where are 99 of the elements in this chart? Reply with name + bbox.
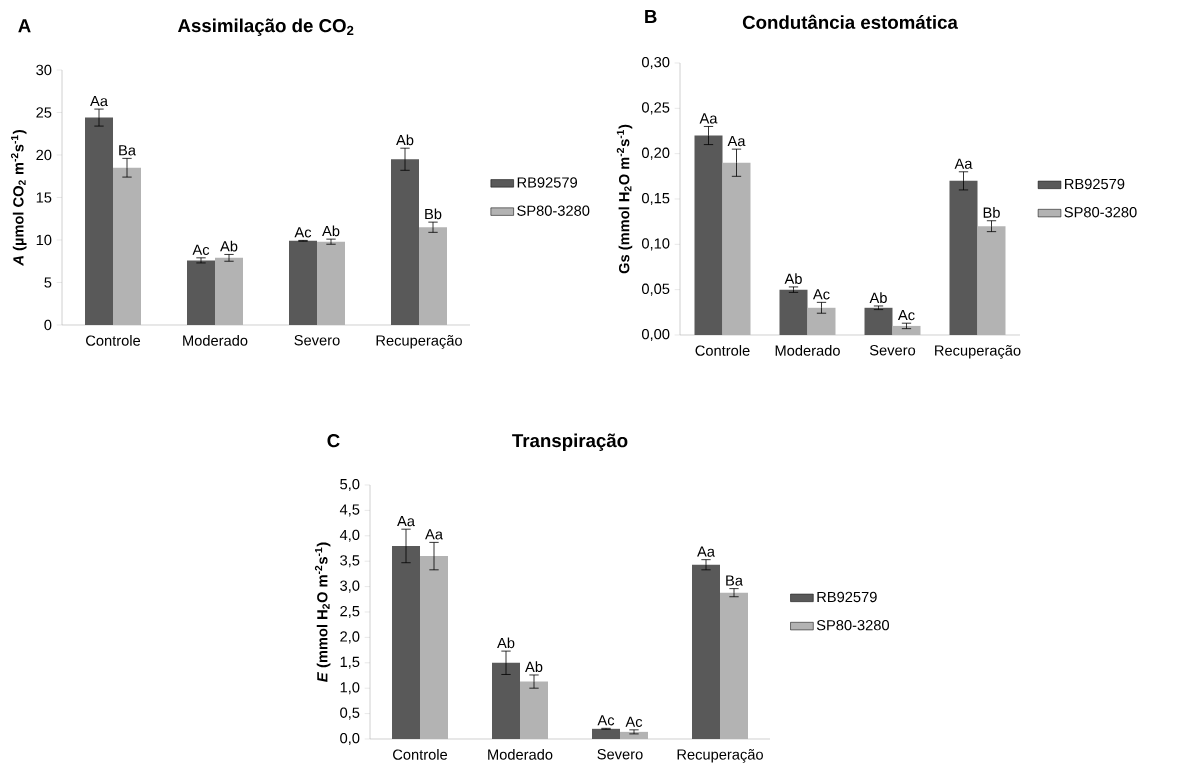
annotation: Ab xyxy=(220,240,238,252)
bar xyxy=(317,241,346,325)
y-tick-label: 30 xyxy=(36,64,52,76)
y-axis-title: E (mmol H$_{2}$O m$^{-2}$s$^{-1}$) xyxy=(314,542,331,682)
chart-title: Transpiração xyxy=(512,433,628,451)
bar xyxy=(722,162,751,335)
bar xyxy=(692,564,720,739)
x-tick-label: Moderado xyxy=(183,335,248,346)
y-tick-label: 15 xyxy=(36,192,52,203)
bar xyxy=(694,135,723,335)
x-tick-label: Severo xyxy=(597,749,643,760)
annotation: Aa xyxy=(954,158,973,169)
x-tick-label: Recuperação xyxy=(935,345,1021,359)
text: A xyxy=(18,19,31,33)
bar xyxy=(949,180,978,335)
bar xyxy=(420,556,449,739)
y-tick-label: 2,5 xyxy=(340,605,360,619)
bar xyxy=(492,662,520,739)
y-tick-label: 2,0 xyxy=(340,631,360,644)
annotation: Aa xyxy=(699,113,718,124)
y-tick-label: 0,05 xyxy=(641,283,670,296)
bar xyxy=(779,289,808,335)
legend-label: SP80-3280 xyxy=(1064,207,1137,218)
text: B xyxy=(645,10,657,23)
annotation: Bb xyxy=(983,207,1000,218)
bar xyxy=(85,117,114,325)
bar xyxy=(392,545,421,739)
y-tick-label: 0,25 xyxy=(641,102,670,115)
annotation: Ac xyxy=(625,716,643,727)
bar xyxy=(215,257,244,325)
legend-label: SP80-3280 xyxy=(517,205,590,216)
y-tick-label: 4,5 xyxy=(339,504,360,517)
annotation: Bb xyxy=(425,208,442,220)
chart-title: Condutância estomática xyxy=(742,14,958,29)
annotation: Ab xyxy=(396,134,414,146)
bar xyxy=(289,240,318,325)
x-tick-label: Controle xyxy=(393,749,448,760)
chart-title: Assimilação de CO$_{2}$ xyxy=(177,18,354,36)
y-tick-label: 0 xyxy=(44,319,52,331)
y-tick-label: 5 xyxy=(44,277,52,288)
y-tick-label: 4,0 xyxy=(339,529,360,542)
y-tick-label: 5,0 xyxy=(340,478,360,492)
annotation: Ba xyxy=(726,575,743,586)
legend-label: SP80-3280 xyxy=(816,620,890,631)
annotation: Aa xyxy=(397,516,415,527)
annotation: Ab xyxy=(869,292,887,304)
y-tick-label: 1,5 xyxy=(340,656,360,669)
annotation: Aa xyxy=(697,546,715,557)
y-tick-label: 3,0 xyxy=(340,580,360,593)
legend-label: RB92579 xyxy=(1065,178,1125,190)
annotation: Ab xyxy=(322,225,340,237)
y-tick-label: 0,00 xyxy=(641,328,670,342)
bar xyxy=(592,728,621,739)
annotation: Ab xyxy=(497,637,515,649)
y-tick-label: 0,0 xyxy=(340,732,360,746)
y-tick-label: 25 xyxy=(36,107,52,118)
bar xyxy=(520,681,548,739)
legend-label: RB92579 xyxy=(517,177,578,188)
annotation: Ac xyxy=(597,715,615,726)
annotation: Ac xyxy=(294,227,312,238)
bar xyxy=(113,167,142,325)
legend-label: RB92579 xyxy=(817,591,877,603)
y-tick-label: 0,30 xyxy=(641,56,670,70)
bar xyxy=(864,307,893,335)
y-tick-label: 1,0 xyxy=(340,682,360,695)
x-tick-label: Moderado xyxy=(775,345,840,356)
y-tick-label: 10 xyxy=(36,234,52,246)
x-tick-label: Recuperação xyxy=(376,335,462,349)
y-tick-label: 20 xyxy=(36,149,52,161)
x-tick-label: Controle xyxy=(695,345,750,356)
x-tick-label: Moderado xyxy=(488,749,553,760)
y-tick-label: 0,10 xyxy=(641,238,670,251)
annotation: Ab xyxy=(525,661,543,673)
y-axis-title: Gs (mmol H$_{2}$O m$^{-2}$s$^{-1}$) xyxy=(616,124,633,274)
annotation: Ac xyxy=(812,289,830,300)
annotation: Ac xyxy=(192,244,210,255)
annotation: Ba xyxy=(119,145,136,156)
x-tick-label: Controle xyxy=(86,335,141,346)
x-tick-label: Severo xyxy=(294,335,340,346)
bar xyxy=(187,260,216,325)
y-tick-label: 0,5 xyxy=(340,707,360,720)
annotation: Aa xyxy=(90,95,108,107)
y-tick-label: 0,15 xyxy=(641,192,670,206)
annotation: Aa xyxy=(425,529,443,540)
y-tick-label: 3,5 xyxy=(340,555,360,568)
bar xyxy=(720,592,748,739)
annotation: Ab xyxy=(784,273,802,284)
x-tick-label: Recuperação xyxy=(677,749,763,763)
annotation: Ac xyxy=(897,310,915,321)
bar xyxy=(391,159,419,325)
text: C xyxy=(327,434,340,448)
y-axis-title: A (µmol CO$_{2}$ m$^{-2}$s$^{-1}$) xyxy=(10,130,27,266)
annotation: Aa xyxy=(727,135,746,147)
bar xyxy=(807,307,836,335)
bar xyxy=(419,227,447,325)
x-tick-label: Severo xyxy=(869,345,916,356)
y-tick-label: 0,20 xyxy=(641,147,670,160)
bar xyxy=(977,226,1006,335)
bar xyxy=(892,325,921,335)
